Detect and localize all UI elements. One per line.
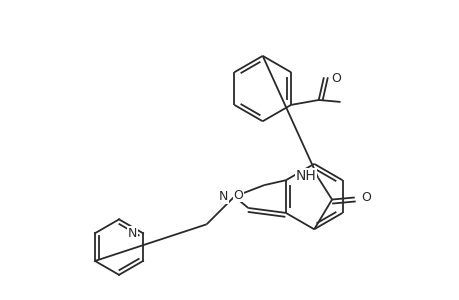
Text: NH: NH — [295, 169, 315, 183]
Text: N: N — [218, 190, 228, 203]
Text: O: O — [331, 72, 341, 85]
Text: O: O — [233, 189, 243, 202]
Text: O: O — [360, 191, 370, 204]
Text: N: N — [128, 227, 137, 240]
